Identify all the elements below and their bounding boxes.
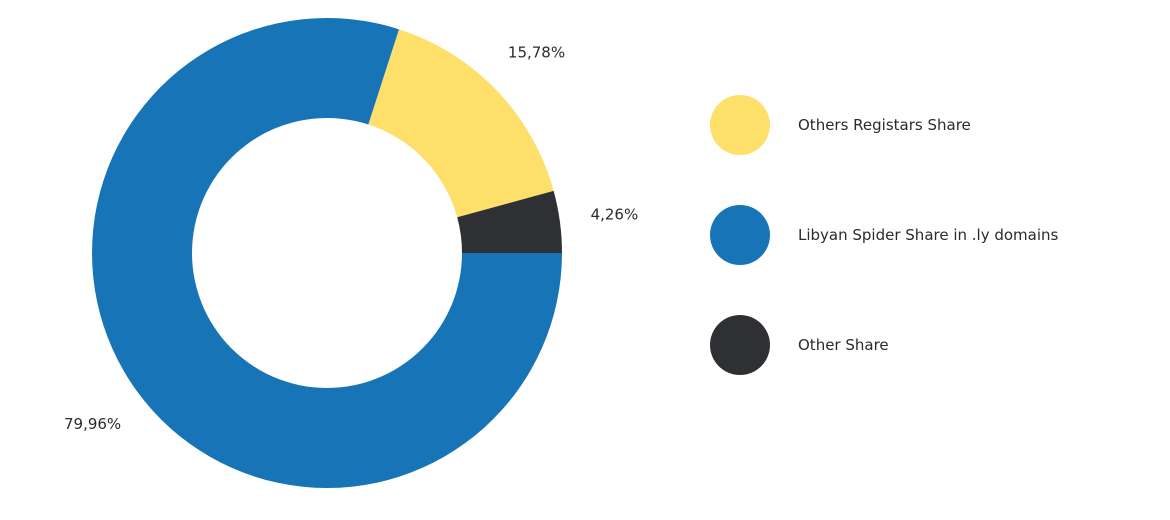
donut-slices — [91, 17, 563, 489]
legend-label: Other Share — [798, 336, 889, 354]
slice-value-label: 4,26% — [591, 205, 639, 223]
slice-value-label: 15,78% — [508, 43, 565, 61]
donut-slice-2 — [457, 190, 562, 253]
legend-swatch — [710, 315, 770, 375]
legend-swatch — [710, 95, 770, 155]
slice-labels: 79,96% 15,78% 4,26% — [64, 43, 638, 432]
legend-item-other-share[interactable]: Other Share — [710, 315, 1150, 375]
legend-label: Libyan Spider Share in .ly domains — [798, 226, 1059, 244]
donut-slice-0 — [91, 17, 563, 489]
donut-slice-1 — [368, 29, 554, 218]
legend-label: Others Registars Share — [798, 116, 971, 134]
legend-swatch — [710, 205, 770, 265]
chart-legend: Others Registars Share Libyan Spider Sha… — [710, 95, 1150, 425]
slice-value-label: 79,96% — [64, 415, 121, 433]
legend-item-libyan-spider[interactable]: Libyan Spider Share in .ly domains — [710, 205, 1150, 265]
legend-item-others-registars[interactable]: Others Registars Share — [710, 95, 1150, 155]
